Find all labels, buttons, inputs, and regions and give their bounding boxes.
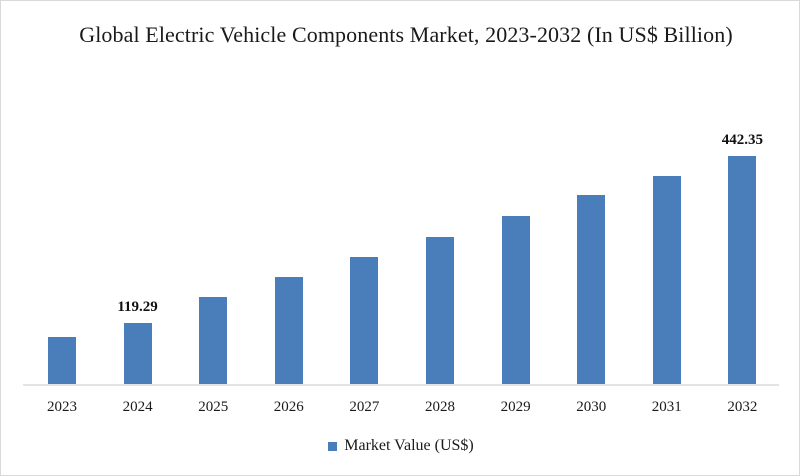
bar-2027[interactable]	[350, 256, 379, 385]
x-tick-label-2029: 2029	[500, 399, 531, 415]
x-tick-label-2032: 2032	[727, 399, 758, 415]
bar-2031[interactable]	[652, 176, 681, 385]
x-tick-label-2024: 2024	[122, 399, 153, 415]
bar-2029[interactable]	[501, 215, 530, 385]
chart-legend: Market Value (US$)	[1, 437, 799, 455]
bar-2032[interactable]	[728, 156, 757, 385]
x-tick-label-2028: 2028	[425, 399, 455, 415]
legend-item-market-value[interactable]: Market Value (US$)	[328, 437, 474, 455]
data-label-2032: 442.35	[721, 132, 764, 149]
x-tick-label-2031: 2031	[651, 399, 682, 415]
bar-2025[interactable]	[199, 297, 228, 385]
x-tick-label-2023: 2023	[47, 399, 77, 415]
legend-color-swatch-icon	[328, 441, 338, 451]
bar-2030[interactable]	[577, 194, 606, 385]
legend-item-label: Market Value (US$)	[344, 437, 474, 454]
chart-title: Global Electric Vehicle Components Marke…	[79, 22, 733, 47]
x-axis-tick-labels: 2023 2024 2025 2026 2027 2028 2029 2030 2031 2032	[1, 393, 799, 427]
bar-2024[interactable]	[123, 323, 152, 385]
x-tick-label-2026: 2026	[273, 399, 304, 415]
x-tick-label-2027: 2027	[349, 399, 380, 415]
bar-2028[interactable]	[426, 236, 454, 385]
x-tick-label-2025: 2025	[198, 399, 229, 415]
x-tick-label-2030: 2030	[576, 399, 607, 415]
plot-area: 119.29 442.35	[1, 1, 799, 393]
x-axis-line	[23, 384, 779, 386]
bar-2026[interactable]	[274, 276, 303, 385]
bar-2023[interactable]	[48, 337, 76, 385]
data-label-2024: 119.29	[117, 299, 158, 316]
